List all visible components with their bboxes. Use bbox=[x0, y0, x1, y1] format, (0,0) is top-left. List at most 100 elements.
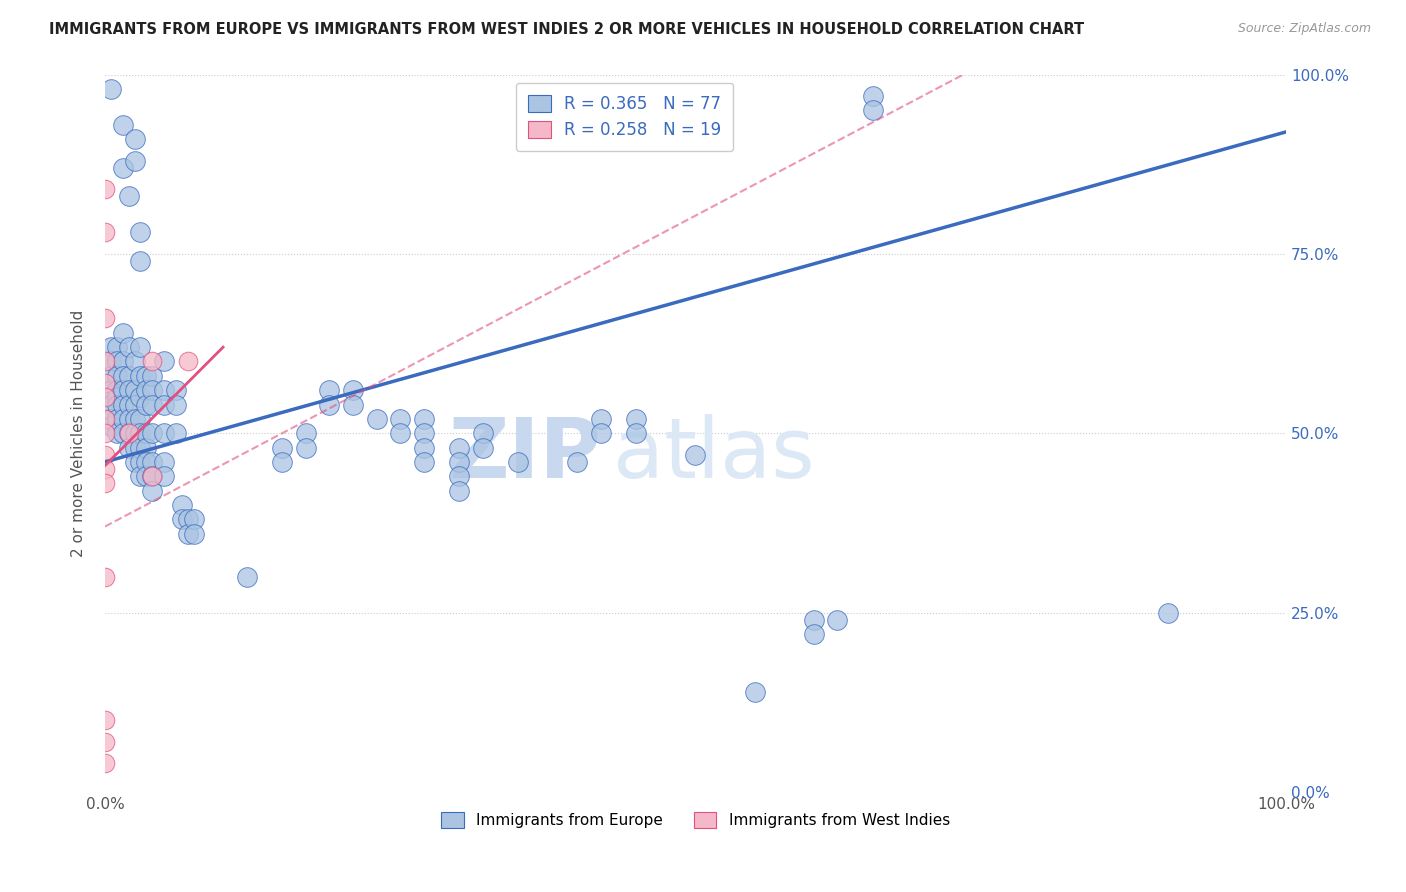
Point bbox=[141, 469, 163, 483]
Point bbox=[124, 383, 146, 397]
Point bbox=[176, 526, 198, 541]
Point bbox=[94, 713, 117, 727]
Point bbox=[111, 426, 134, 441]
Point bbox=[135, 426, 157, 441]
Point bbox=[100, 390, 122, 404]
Point bbox=[111, 368, 134, 383]
Point bbox=[105, 390, 128, 404]
Text: atlas: atlas bbox=[613, 414, 814, 495]
Point bbox=[111, 398, 134, 412]
Point bbox=[389, 426, 412, 441]
Point bbox=[100, 383, 122, 397]
Point bbox=[129, 455, 152, 469]
Point bbox=[105, 426, 128, 441]
Point bbox=[141, 368, 163, 383]
Point bbox=[100, 368, 122, 383]
Point bbox=[129, 469, 152, 483]
Point bbox=[412, 455, 434, 469]
Point bbox=[94, 570, 117, 584]
Point bbox=[94, 390, 117, 404]
Point bbox=[165, 383, 187, 397]
Point bbox=[117, 340, 139, 354]
Point bbox=[117, 383, 139, 397]
Point bbox=[471, 441, 494, 455]
Point bbox=[449, 441, 471, 455]
Point bbox=[124, 412, 146, 426]
Point bbox=[94, 376, 117, 390]
Point bbox=[170, 512, 193, 526]
Point bbox=[862, 103, 884, 118]
Point bbox=[111, 326, 134, 340]
Point bbox=[508, 455, 530, 469]
Point bbox=[471, 426, 494, 441]
Point bbox=[141, 455, 163, 469]
Point bbox=[449, 455, 471, 469]
Point bbox=[176, 354, 198, 368]
Text: ZIP: ZIP bbox=[449, 414, 600, 495]
Text: IMMIGRANTS FROM EUROPE VS IMMIGRANTS FROM WEST INDIES 2 OR MORE VEHICLES IN HOUS: IMMIGRANTS FROM EUROPE VS IMMIGRANTS FRO… bbox=[49, 22, 1084, 37]
Text: Source: ZipAtlas.com: Source: ZipAtlas.com bbox=[1237, 22, 1371, 36]
Point bbox=[862, 89, 884, 103]
Point bbox=[129, 254, 152, 268]
Point bbox=[294, 441, 316, 455]
Point bbox=[567, 455, 589, 469]
Y-axis label: 2 or more Vehicles in Household: 2 or more Vehicles in Household bbox=[72, 310, 86, 557]
Point bbox=[589, 412, 612, 426]
Point bbox=[318, 383, 340, 397]
Point bbox=[94, 735, 117, 749]
Point bbox=[589, 426, 612, 441]
Point bbox=[105, 412, 128, 426]
Point bbox=[135, 398, 157, 412]
Point bbox=[117, 441, 139, 455]
Point bbox=[117, 426, 139, 441]
Point bbox=[412, 412, 434, 426]
Point bbox=[153, 455, 176, 469]
Point bbox=[105, 354, 128, 368]
Point bbox=[135, 441, 157, 455]
Point bbox=[94, 426, 117, 441]
Point bbox=[111, 118, 134, 132]
Point bbox=[124, 132, 146, 146]
Point bbox=[183, 526, 205, 541]
Point bbox=[803, 627, 825, 641]
Point bbox=[153, 469, 176, 483]
Point bbox=[135, 455, 157, 469]
Point bbox=[449, 483, 471, 498]
Point bbox=[129, 340, 152, 354]
Point bbox=[94, 311, 117, 326]
Point bbox=[389, 412, 412, 426]
Point bbox=[153, 398, 176, 412]
Point bbox=[111, 383, 134, 397]
Point bbox=[129, 368, 152, 383]
Point bbox=[94, 225, 117, 239]
Point bbox=[141, 354, 163, 368]
Point bbox=[685, 448, 707, 462]
Point bbox=[1157, 606, 1180, 620]
Point bbox=[124, 441, 146, 455]
Point bbox=[449, 469, 471, 483]
Point bbox=[129, 426, 152, 441]
Point bbox=[117, 368, 139, 383]
Point bbox=[318, 398, 340, 412]
Point bbox=[129, 441, 152, 455]
Point bbox=[165, 426, 187, 441]
Point bbox=[129, 225, 152, 239]
Point bbox=[141, 483, 163, 498]
Point bbox=[235, 570, 257, 584]
Point bbox=[94, 448, 117, 462]
Point bbox=[94, 354, 117, 368]
Point bbox=[124, 455, 146, 469]
Point bbox=[153, 383, 176, 397]
Point bbox=[342, 383, 364, 397]
Point bbox=[111, 354, 134, 368]
Point bbox=[165, 398, 187, 412]
Point bbox=[124, 354, 146, 368]
Point bbox=[176, 512, 198, 526]
Point bbox=[626, 426, 648, 441]
Point bbox=[183, 512, 205, 526]
Point bbox=[744, 684, 766, 698]
Point bbox=[105, 340, 128, 354]
Point bbox=[124, 426, 146, 441]
Point bbox=[105, 368, 128, 383]
Point bbox=[803, 613, 825, 627]
